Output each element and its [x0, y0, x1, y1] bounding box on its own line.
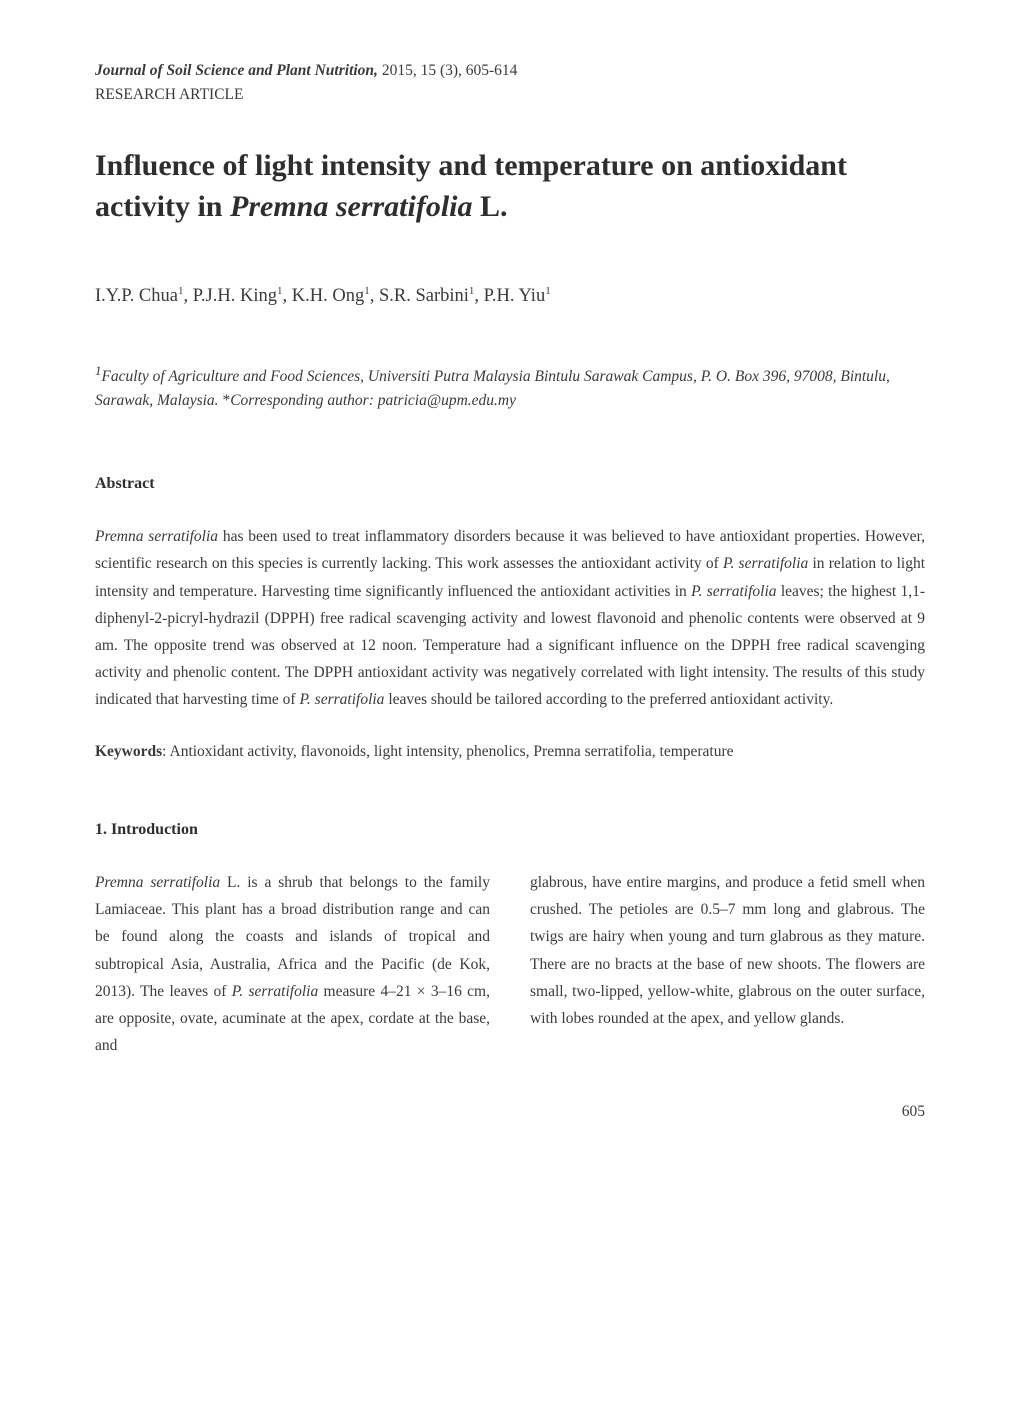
introduction-heading: 1. Introduction: [95, 821, 925, 839]
abstract-fragment: leaves should be tailored according to t…: [384, 691, 833, 708]
authors-list: I.Y.P. Chua1, P.J.H. King1, K.H. Ong1, S…: [95, 285, 925, 307]
journal-name: Journal of Soil Science and Plant Nutrit…: [95, 62, 378, 79]
species-name: P. serratifolia: [232, 983, 318, 1000]
affiliation: 1Faculty of Agriculture and Food Science…: [95, 361, 925, 413]
page-number: 605: [95, 1103, 925, 1121]
species-name: Premna serratifolia: [95, 874, 220, 891]
intro-right-column: glabrous, have entire margins, and produ…: [530, 869, 925, 1059]
author-affiliation-mark: 1: [178, 285, 184, 297]
title-line1: Influence of light intensity and tempera…: [95, 149, 847, 182]
species-name: P. serratifolia: [691, 583, 776, 600]
species-name: P. serratifolia: [299, 691, 384, 708]
abstract-fragment: leaves; the highest 1,1-diphenyl-2-picry…: [95, 583, 925, 709]
intro-fragment: L. is a shrub that belongs to the family…: [95, 874, 490, 1000]
species-name: Premna serratifolia: [95, 528, 218, 545]
author-affiliation-mark: 1: [364, 285, 370, 297]
keywords-sep: :: [162, 743, 169, 760]
author: P.J.H. King: [193, 286, 277, 306]
journal-meta: 2015, 15 (3), 605-614: [378, 62, 518, 79]
intro-left-column: Premna serratifolia L. is a shrub that b…: [95, 869, 490, 1059]
abstract-body: Premna serratifolia has been used to tre…: [95, 523, 925, 713]
author: I.Y.P. Chua: [95, 286, 178, 306]
introduction-columns: Premna serratifolia L. is a shrub that b…: [95, 869, 925, 1059]
keywords-label: Keywords: [95, 743, 162, 760]
abstract-heading: Abstract: [95, 475, 925, 493]
author: P.H. Yiu: [484, 286, 546, 306]
author: S.R. Sarbini: [379, 286, 469, 306]
author: K.H. Ong: [292, 286, 364, 306]
journal-header: Journal of Soil Science and Plant Nutrit…: [95, 62, 925, 80]
title-line2-b: L.: [473, 190, 508, 223]
title-line2-a: activity in: [95, 190, 230, 223]
keywords-text: Antioxidant activity, flavonoids, light …: [170, 743, 734, 760]
author-affiliation-mark: 1: [277, 285, 283, 297]
intro-fragment: glabrous, have entire margins, and produ…: [530, 874, 925, 1027]
title-species: Premna serratifolia: [230, 190, 473, 223]
article-type: RESEARCH ARTICLE: [95, 86, 925, 104]
author-affiliation-mark: 1: [469, 285, 475, 297]
keywords: Keywords: Antioxidant activity, flavonoi…: [95, 743, 925, 761]
species-name: P. serratifolia: [723, 555, 808, 572]
corresponding-author: Corresponding author: patricia@upm.edu.m…: [230, 392, 516, 409]
author-affiliation-mark: 1: [545, 285, 551, 297]
article-title: Influence of light intensity and tempera…: [95, 146, 925, 227]
